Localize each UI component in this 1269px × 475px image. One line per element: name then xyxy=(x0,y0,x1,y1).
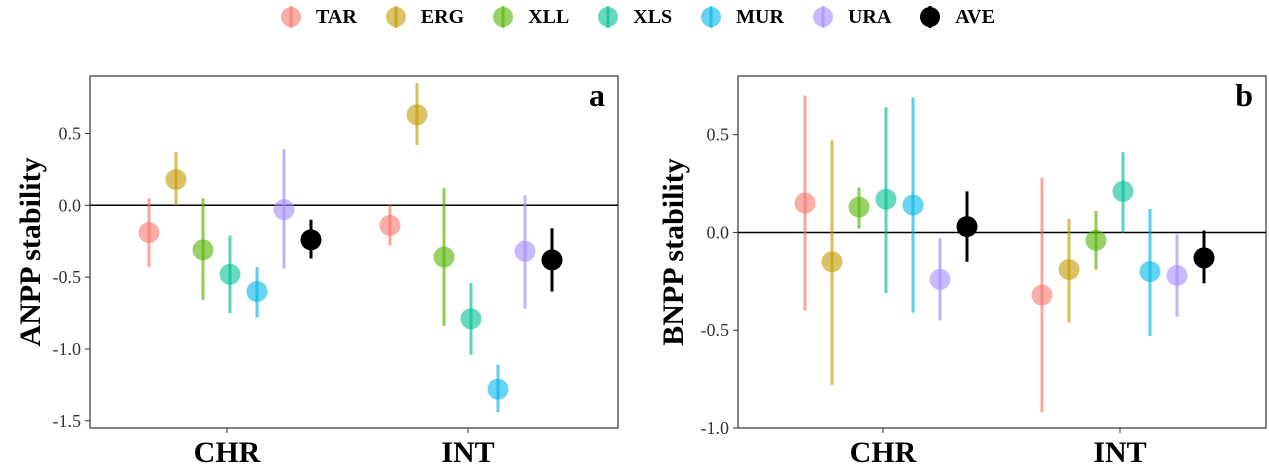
y-tick-label: -1.5 xyxy=(53,411,82,431)
legend-item-ura: URA xyxy=(806,5,891,29)
legend: TAR ERG XLL XLS MUR URA AVE xyxy=(0,0,1269,34)
data-point-mur-chr xyxy=(902,194,924,216)
panel-b: 0.5 0.0 -0.5 -1.0 CHR INT BNPP stability b xyxy=(657,75,1267,469)
legend-item-tar: TAR xyxy=(274,5,357,29)
data-point-ura-chr xyxy=(273,199,295,221)
data-point-mur-int xyxy=(1139,261,1161,283)
legend-item-ave: AVE xyxy=(913,5,995,29)
legend-label: MUR xyxy=(736,5,784,28)
data-point-erg-int xyxy=(1058,259,1080,281)
legend-key-ave xyxy=(920,6,941,28)
panel-tag: a xyxy=(589,77,605,113)
legend-item-xll: XLL xyxy=(486,5,569,29)
x-category-label: INT xyxy=(441,436,494,469)
data-point-ave-int xyxy=(541,249,563,271)
data-point-xls-chr xyxy=(875,188,897,210)
data-point-xll-int xyxy=(1085,229,1107,251)
data-point-tar-int xyxy=(379,214,401,236)
data-point-erg-int xyxy=(406,104,428,126)
data-point-xls-int xyxy=(1112,180,1134,202)
legend-label: ERG xyxy=(420,5,465,28)
data-point-mur-int xyxy=(487,378,509,400)
data-point-xls-chr xyxy=(219,263,241,285)
legend-key-xll xyxy=(493,6,514,28)
legend-label: XLL xyxy=(528,5,570,28)
x-category-label: CHR xyxy=(850,436,917,469)
x-category-label: INT xyxy=(1093,436,1146,469)
legend-item-xls: XLS xyxy=(591,5,672,29)
y-tick-label: 0.5 xyxy=(59,123,82,143)
data-point-erg-chr xyxy=(165,168,187,190)
panel-tag: b xyxy=(1235,77,1253,113)
panel-a: 0.5 0.0 -0.5 -1.0 -1.5 CHR INT ANPP stability a xyxy=(14,75,619,469)
y-tick-label: -1.0 xyxy=(701,418,730,438)
data-point-xls-int xyxy=(460,308,482,330)
data-point-ura-int xyxy=(1166,264,1188,286)
data-point-ave-chr xyxy=(300,229,322,251)
legend-key-ura xyxy=(812,6,833,28)
data-point-ura-int xyxy=(514,240,536,262)
y-tick-label: 0.5 xyxy=(707,125,730,145)
data-point-xll-int xyxy=(433,246,455,268)
y-tick-label: 0.0 xyxy=(59,195,82,215)
data-point-erg-chr xyxy=(821,251,843,273)
y-tick-label: -0.5 xyxy=(53,267,82,287)
y-tick-label: -0.5 xyxy=(701,320,730,340)
data-point-ura-chr xyxy=(929,268,951,290)
legend-item-mur: MUR xyxy=(694,5,784,29)
y-axis-title: BNPP stability xyxy=(657,158,690,346)
y-tick-label: -1.0 xyxy=(53,339,82,359)
data-point-xll-chr xyxy=(848,196,870,218)
y-tick-label: 0.0 xyxy=(707,222,730,242)
data-point-ave-int xyxy=(1193,247,1215,269)
data-point-xll-chr xyxy=(192,239,214,261)
data-point-tar-chr xyxy=(794,192,816,214)
x-category-label: CHR xyxy=(194,436,261,469)
panel-frame xyxy=(89,75,619,429)
data-point-tar-chr xyxy=(138,222,160,244)
panel-frame xyxy=(737,75,1267,429)
legend-label: URA xyxy=(847,5,892,28)
legend-label: AVE xyxy=(955,5,995,28)
legend-label: TAR xyxy=(316,5,357,28)
data-point-ave-chr xyxy=(956,216,978,238)
data-point-mur-chr xyxy=(246,281,268,303)
legend-key-tar xyxy=(281,6,302,28)
legend-key-mur xyxy=(701,6,722,28)
legend-item-erg: ERG xyxy=(379,5,464,29)
legend-key-erg xyxy=(385,6,406,28)
legend-key-xls xyxy=(598,6,619,28)
y-axis-title: ANPP stability xyxy=(14,157,47,346)
data-point-tar-int xyxy=(1031,284,1053,306)
legend-label: XLS xyxy=(633,5,673,28)
